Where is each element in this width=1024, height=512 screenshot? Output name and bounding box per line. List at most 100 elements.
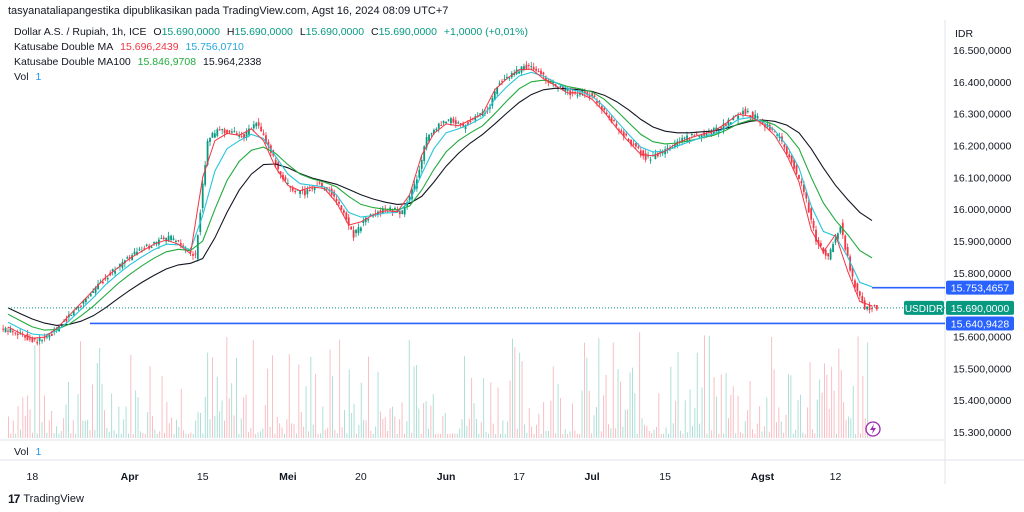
- volume-bar: [82, 420, 84, 438]
- volume-bar: [65, 404, 67, 438]
- volume-bar: [634, 393, 636, 438]
- candle-body: [350, 226, 353, 230]
- candle-body: [294, 191, 297, 193]
- volume-bar: [68, 381, 69, 438]
- volume-bar: [341, 427, 343, 438]
- volume-bar: [857, 336, 859, 438]
- candle-body: [277, 162, 280, 170]
- candle-body: [802, 184, 805, 192]
- candle-body: [622, 131, 625, 137]
- volume-bar: [500, 433, 501, 438]
- volume-bar: [658, 393, 660, 438]
- volume-bar: [514, 347, 516, 438]
- volume-bar: [464, 356, 465, 438]
- volume-bar: [588, 390, 590, 438]
- volume-bar: [233, 415, 235, 438]
- volume-bar: [116, 433, 117, 438]
- volume-bar: [305, 386, 307, 438]
- candle-body: [46, 336, 48, 338]
- candle-body: [837, 233, 839, 240]
- volume-bar: [536, 424, 537, 438]
- volume-bar: [459, 428, 461, 438]
- volume-pane-legend[interactable]: Vol 1: [14, 446, 41, 458]
- volume-bar: [317, 433, 319, 438]
- volume-bar: [8, 416, 9, 438]
- candle-body: [182, 245, 185, 247]
- candle-body: [540, 70, 542, 75]
- candle-body: [29, 338, 31, 340]
- volume-bar: [776, 422, 777, 438]
- candle-body: [866, 306, 869, 310]
- candle-body: [77, 306, 80, 309]
- candle-body: [566, 89, 569, 91]
- candle-body: [379, 210, 382, 213]
- candle-body: [41, 340, 43, 342]
- candle-body: [576, 95, 579, 97]
- legend-symbol-row: Dollar A.S. / Rupiah, 1h, ICE O15.690,00…: [14, 25, 532, 40]
- candle-body: [759, 120, 761, 123]
- symbol-title[interactable]: Dollar A.S. / Rupiah, 1h, ICE: [14, 26, 147, 38]
- high-value: 15.690,0000: [234, 26, 293, 38]
- candle-body: [496, 87, 499, 95]
- volume-bar: [183, 430, 185, 438]
- footer-branding[interactable]: 17 TradingView: [8, 492, 84, 506]
- candle-body: [321, 183, 323, 187]
- candle-body: [593, 95, 596, 97]
- volume-bar: [466, 426, 468, 438]
- volume-bar: [586, 357, 588, 438]
- volume-bar: [512, 338, 513, 438]
- candle-body: [447, 119, 450, 121]
- volume-bar: [408, 339, 410, 438]
- volume-bar: [368, 356, 369, 438]
- legend-vol-row[interactable]: Vol 1: [14, 70, 532, 85]
- volume-bar: [288, 354, 290, 438]
- volume-bar: [298, 364, 300, 438]
- volume-bar: [20, 429, 21, 438]
- candle-body: [357, 227, 360, 233]
- volume-bar: [768, 431, 770, 438]
- volume-bar: [495, 434, 497, 438]
- volume-pane-value: 1: [35, 446, 42, 458]
- volume-bar: [60, 431, 62, 438]
- volume-bar: [812, 429, 813, 438]
- legend-ma-row[interactable]: Katusabe Double MA 15.696,2439 15.756,07…: [14, 40, 532, 55]
- ma100-value-2: 15.964,2338: [203, 56, 262, 68]
- candle-body: [87, 297, 90, 299]
- volume-bar: [684, 400, 686, 438]
- volume-bar: [716, 396, 717, 438]
- volume-bar: [814, 433, 816, 438]
- volume-bar: [718, 433, 720, 438]
- volume-bar: [34, 345, 36, 438]
- candle-body: [783, 144, 786, 148]
- candle-body: [282, 174, 284, 180]
- volume-bar: [293, 424, 295, 438]
- candle-body: [807, 202, 810, 213]
- volume-bar: [252, 340, 254, 438]
- volume-bar: [552, 366, 554, 438]
- y-tick-label: 16.400,0000: [953, 77, 1012, 89]
- candle-body: [744, 108, 747, 115]
- volume-bar: [219, 411, 221, 438]
- volume-bar: [644, 424, 645, 438]
- volume-bar: [344, 409, 345, 438]
- candle-body: [513, 72, 516, 76]
- candle-body: [94, 287, 97, 293]
- legend-ma100-row[interactable]: Katusabe Double MA100 15.846,9708 15.964…: [14, 55, 532, 70]
- volume-bar: [624, 409, 626, 438]
- volume-bar: [632, 367, 633, 438]
- candle-body: [153, 241, 155, 244]
- candle-body: [209, 137, 211, 142]
- volume-bar: [128, 433, 129, 438]
- volume-bar: [488, 433, 489, 438]
- volume-bar: [248, 432, 249, 438]
- candle-body: [218, 129, 221, 131]
- candle-body: [403, 206, 406, 215]
- candle-body: [233, 131, 236, 133]
- volume-bar: [358, 424, 360, 438]
- volume-bar: [401, 402, 403, 438]
- candle-body: [4, 327, 7, 333]
- candle-body: [795, 165, 798, 174]
- candle-body: [43, 337, 46, 339]
